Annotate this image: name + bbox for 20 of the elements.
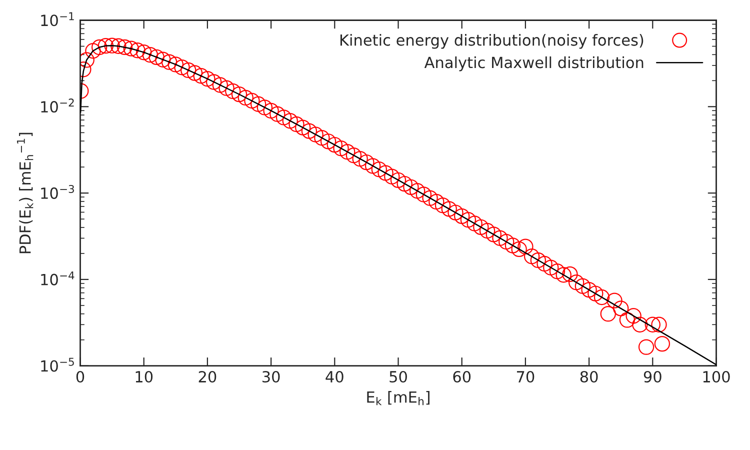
x-tick-label: 80 bbox=[580, 370, 598, 383]
x-axis-title: E$_{k}$ [mE$_{h}$] bbox=[367, 391, 430, 406]
x-tick-label: 60 bbox=[453, 370, 471, 383]
x-tick-label: 10 bbox=[136, 370, 153, 383]
x-tick-label: 20 bbox=[198, 370, 216, 383]
y-tick-label: 10$^{−1}$ bbox=[41, 12, 74, 26]
y-tick-label: 10$^{−5}$ bbox=[41, 358, 74, 372]
x-tick-label: 90 bbox=[644, 370, 662, 383]
legend-label: Analytic Maxwell distribution bbox=[424, 56, 644, 72]
y-axis-title: PDF(E$_{k}$) [mE$_{h}$$^{−1}$] bbox=[17, 132, 34, 254]
y-tick-label: 10$^{−3}$ bbox=[41, 184, 74, 199]
y-tick-label: 10$^{−4}$ bbox=[41, 272, 74, 286]
x-tick-label: 50 bbox=[390, 370, 407, 383]
x-tick-label: 30 bbox=[262, 370, 280, 383]
x-tick-label: 0 bbox=[76, 370, 84, 383]
x-tick-label: 70 bbox=[516, 370, 534, 383]
x-tick-label: 40 bbox=[326, 370, 344, 383]
legend-label: Kinetic energy distribution(noisy forces) bbox=[340, 34, 644, 49]
x-tick-label: 100 bbox=[703, 370, 730, 383]
y-tick-label: 10$^{−2}$ bbox=[41, 98, 74, 113]
